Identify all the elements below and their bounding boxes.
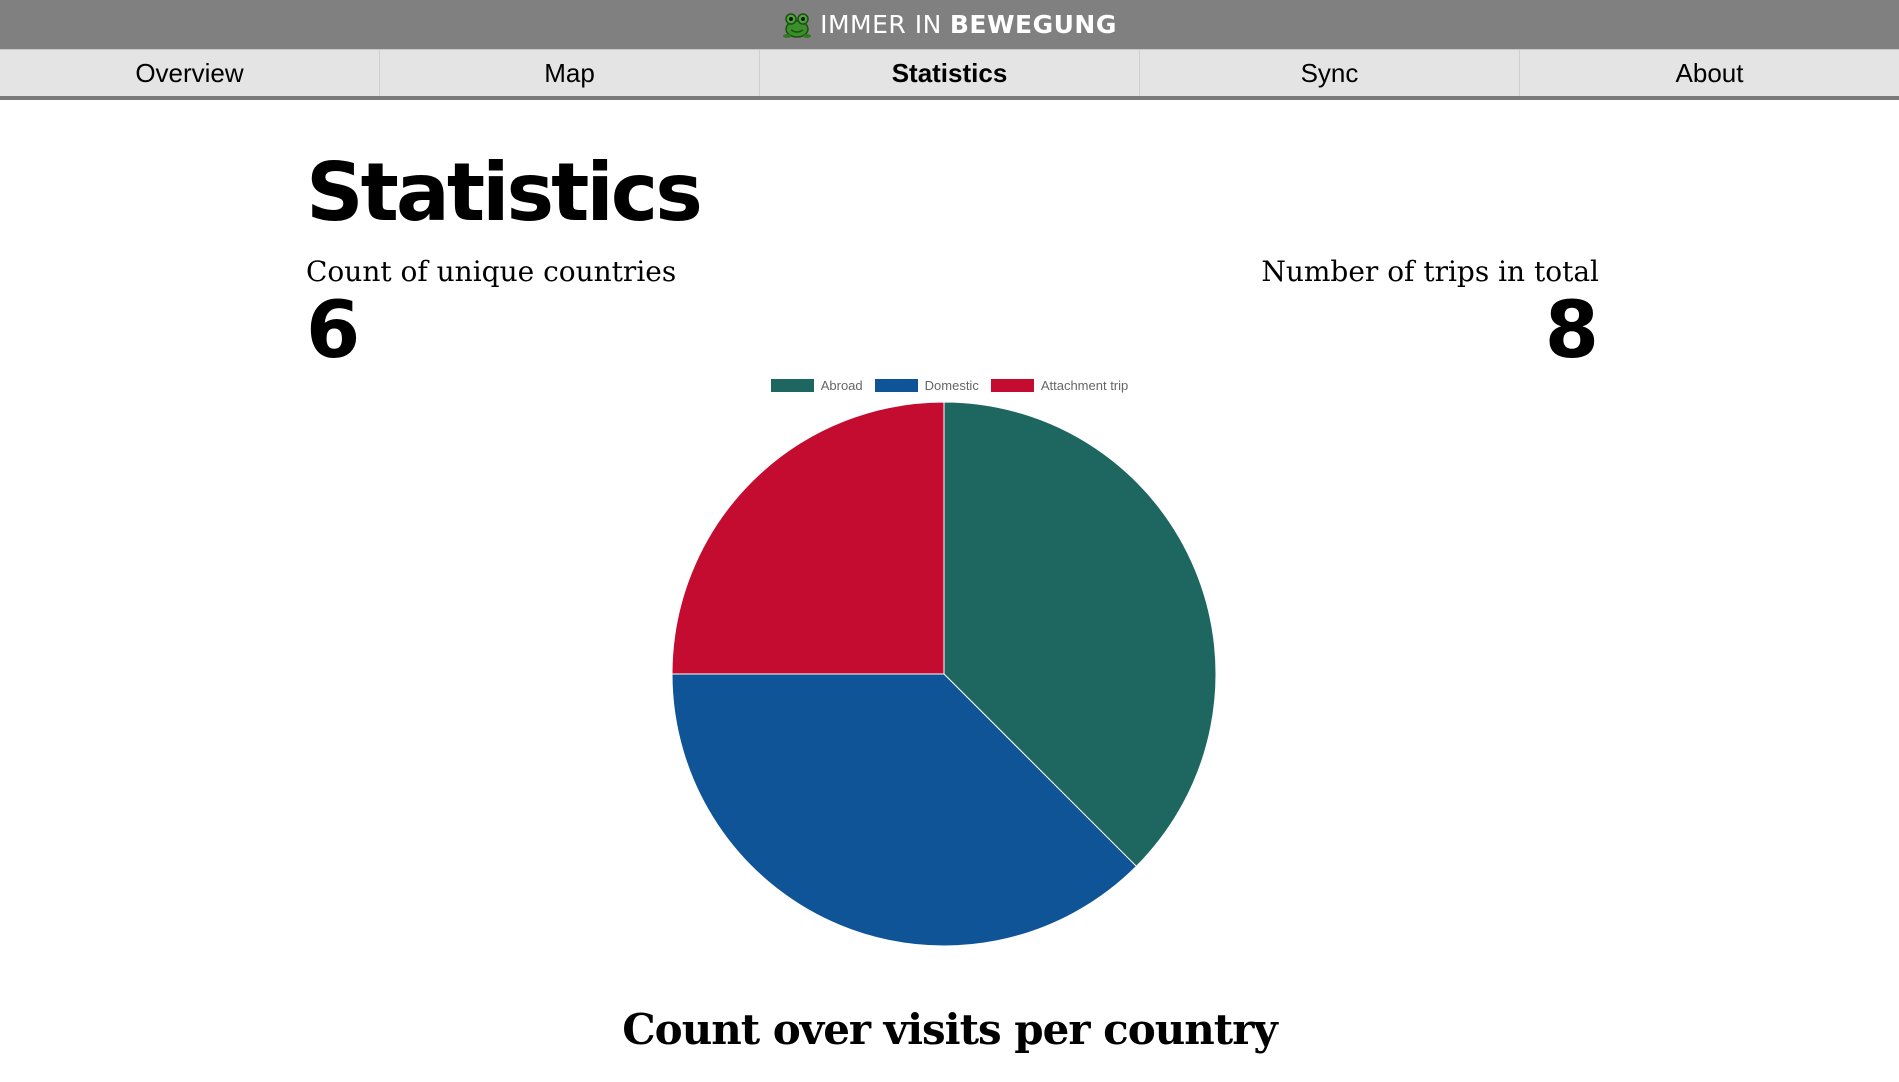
unique-countries-value: 6 [306, 286, 361, 376]
legend-label-abroad: Abroad [820, 378, 863, 393]
brand-name-part2: BEWEGUNG [949, 10, 1117, 39]
legend-item-domestic[interactable]: Domestic [874, 378, 979, 393]
main-content: Statistics Count of unique countries 6 N… [0, 100, 1899, 1082]
pie-slice-domestic[interactable] [671, 673, 1138, 947]
legend-swatch-attachment-trip [990, 379, 1034, 392]
tab-map[interactable]: Map [379, 50, 759, 96]
tab-overview[interactable]: Overview [135, 57, 244, 88]
brand-name-part1: IMMER IN [820, 10, 942, 39]
legend-label-domestic: Domestic [924, 378, 979, 393]
legend-swatch-abroad [770, 379, 814, 392]
frog-icon [783, 12, 812, 38]
chart-legend: Abroad Domestic Attachment trip [0, 378, 1899, 393]
legend-item-abroad[interactable]: Abroad [770, 378, 863, 393]
app-header: IMMER IN BEWEGUNG [0, 0, 1899, 49]
legend-item-attachment-trip[interactable]: Attachment trip [990, 378, 1129, 393]
tab-about[interactable]: About [1519, 50, 1899, 96]
total-trips-value: 8 [1544, 286, 1599, 376]
section-title-visits-per-country: Count over visits per country [622, 1005, 1277, 1054]
pie-chart [671, 401, 1217, 947]
pie-slice-attachment-trip[interactable] [671, 401, 945, 675]
pie-chart-container [671, 401, 1232, 962]
pie-slice-abroad[interactable] [943, 401, 1217, 868]
nav-tabs: Overview Map Statistics Sync About [0, 49, 1899, 100]
total-trips-label: Number of trips in total [1261, 255, 1599, 288]
page-title: Statistics [306, 146, 703, 239]
tab-sync[interactable]: Sync [1139, 50, 1519, 96]
tab-statistics[interactable]: Statistics [759, 50, 1139, 96]
unique-countries-label: Count of unique countries [306, 255, 677, 288]
legend-label-attachment-trip: Attachment trip [1040, 378, 1129, 393]
legend-swatch-domestic [874, 379, 918, 392]
